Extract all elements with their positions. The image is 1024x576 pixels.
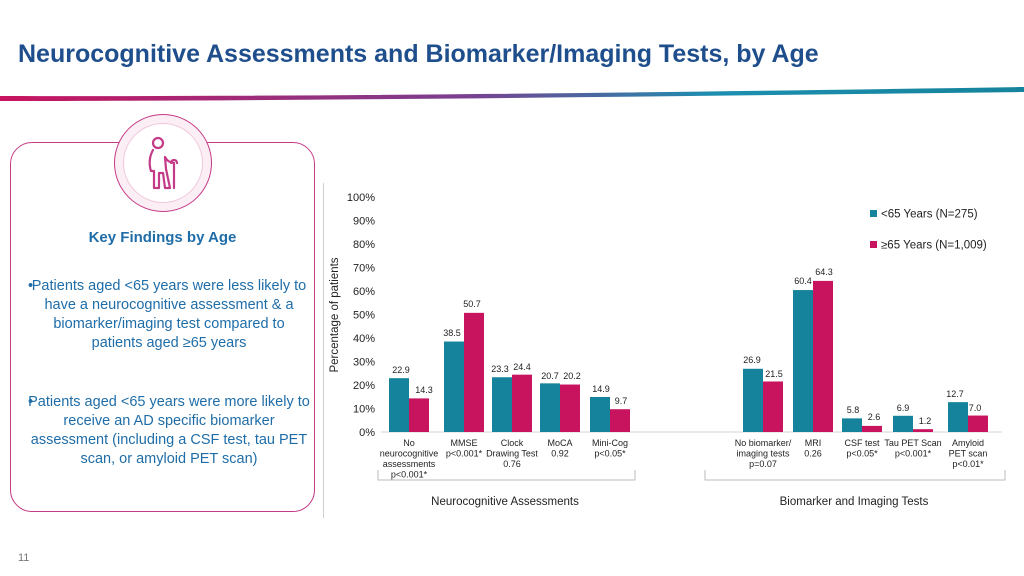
data-label: 1.2 — [919, 416, 932, 426]
y-tick-label: 70% — [353, 263, 375, 275]
data-label: 38.5 — [443, 328, 461, 338]
x-tick-label: No biomarker/ — [735, 438, 792, 448]
x-tick-label: p<0.001* — [895, 449, 932, 459]
bar-under65 — [444, 341, 464, 432]
x-tick-label: Drawing Test — [486, 449, 538, 459]
x-tick-label: neurocognitive — [380, 449, 439, 459]
data-label: 50.7 — [463, 299, 481, 309]
data-label: 21.5 — [765, 369, 783, 379]
group-label-biomarker: Biomarker and Imaging Tests — [780, 496, 929, 508]
finding-2-text: Patients aged <65 years were more likely… — [28, 394, 310, 467]
bar-over65 — [862, 425, 882, 432]
data-label: 12.7 — [946, 389, 964, 399]
y-tick-label: 100% — [347, 192, 375, 204]
x-tick-label: p<0.001* — [391, 470, 428, 480]
y-tick-label: 90% — [353, 216, 375, 228]
legend-label: ≥65 Years (N=1,009) — [881, 240, 987, 252]
bar-under65 — [389, 378, 409, 432]
bar-over65 — [968, 415, 988, 432]
key-findings-heading: Key Findings by Age — [88, 229, 237, 246]
data-label: 7.0 — [969, 403, 982, 413]
page-number: 11 — [18, 552, 30, 564]
group-label-neurocognitive: Neurocognitive Assessments — [431, 496, 579, 508]
decorative-banner-stripe — [0, 87, 1024, 101]
x-tick-label: 0.26 — [804, 449, 822, 459]
data-label: 2.6 — [868, 412, 881, 422]
data-label: 60.4 — [794, 276, 812, 286]
bar-under65 — [590, 396, 610, 432]
x-tick-label: Amyloid — [952, 438, 984, 448]
data-label: 14.3 — [415, 385, 433, 395]
x-tick-label: No — [403, 438, 415, 448]
bar-over65 — [560, 384, 580, 432]
data-label: 26.9 — [743, 355, 761, 365]
x-tick-label: p<0.05* — [594, 449, 626, 459]
legend-swatch — [870, 210, 877, 217]
x-tick-label: p<0.05* — [846, 449, 878, 459]
x-tick-label: Mini-Cog — [592, 438, 628, 448]
x-tick-label: Tau PET Scan — [884, 438, 941, 448]
elderly-person-with-cane-icon — [148, 136, 179, 190]
y-tick-label: 40% — [353, 333, 375, 345]
bar-over65 — [464, 312, 484, 432]
slide-title: Neurocognitive Assessments and Biomarker… — [18, 40, 819, 68]
data-label: 6.9 — [897, 403, 910, 413]
x-tick-label: MMSE — [451, 438, 478, 448]
x-tick-label: 0.92 — [551, 449, 569, 459]
y-axis-label: Percentage of patients — [329, 257, 341, 372]
x-tick-label: 0.76 — [503, 459, 521, 469]
x-tick-label: assessments — [383, 459, 436, 469]
x-tick-label: Clock — [501, 438, 524, 448]
bar-over65 — [813, 280, 833, 432]
x-tick-label: MRI — [805, 438, 822, 448]
x-tick-label: PET scan — [949, 449, 988, 459]
y-tick-label: 0% — [359, 427, 375, 439]
finding-1: • Patients aged <65 years were less like… — [28, 277, 310, 353]
bar-over65 — [913, 429, 933, 432]
bar-over65 — [763, 381, 783, 432]
bullet-marker: • — [28, 278, 34, 294]
icon-badge — [114, 114, 212, 212]
x-tick-label: p=0.07 — [749, 459, 777, 469]
y-tick-label: 10% — [353, 404, 375, 416]
legend-label: <65 Years (N=275) — [881, 209, 978, 221]
bar-over65 — [512, 374, 532, 432]
bar-over65 — [409, 398, 429, 432]
bar-under65 — [540, 383, 560, 432]
bar-under65 — [492, 377, 512, 432]
data-label: 22.9 — [392, 365, 410, 375]
data-label: 14.9 — [592, 384, 610, 394]
data-label: 20.7 — [541, 371, 559, 381]
finding-1-text: Patients aged <65 years were less likely… — [31, 278, 307, 351]
panel-divider — [323, 183, 324, 518]
x-tick-label: imaging tests — [736, 449, 790, 459]
y-tick-label: 30% — [353, 357, 375, 369]
x-tick-label: p<0.01* — [952, 459, 984, 469]
data-label: 24.4 — [513, 362, 531, 372]
bullet-marker: • — [28, 394, 34, 410]
x-tick-label: p<0.001* — [446, 449, 483, 459]
data-label: 20.2 — [563, 371, 581, 381]
bar-under65 — [893, 415, 913, 432]
bar-under65 — [743, 368, 763, 432]
group-bracket-biomarker — [704, 470, 1006, 481]
y-tick-label: 60% — [353, 286, 375, 298]
y-tick-label: 80% — [353, 239, 375, 251]
bar-under65 — [793, 290, 813, 432]
data-label: 9.7 — [615, 396, 628, 406]
y-tick-label: 20% — [353, 380, 375, 392]
bar-under65 — [842, 418, 862, 432]
finding-2: • Patients aged <65 years were more like… — [28, 393, 310, 469]
y-tick-label: 50% — [353, 310, 375, 322]
x-tick-label: MoCA — [547, 438, 572, 448]
data-label: 23.3 — [491, 364, 509, 374]
data-label: 64.3 — [815, 267, 833, 277]
data-label: 5.8 — [847, 405, 860, 415]
bar-over65 — [610, 409, 630, 432]
legend-swatch — [870, 241, 877, 248]
bar-under65 — [948, 402, 968, 432]
group-bracket-neurocognitive — [377, 470, 636, 481]
x-tick-label: CSF test — [844, 438, 880, 448]
